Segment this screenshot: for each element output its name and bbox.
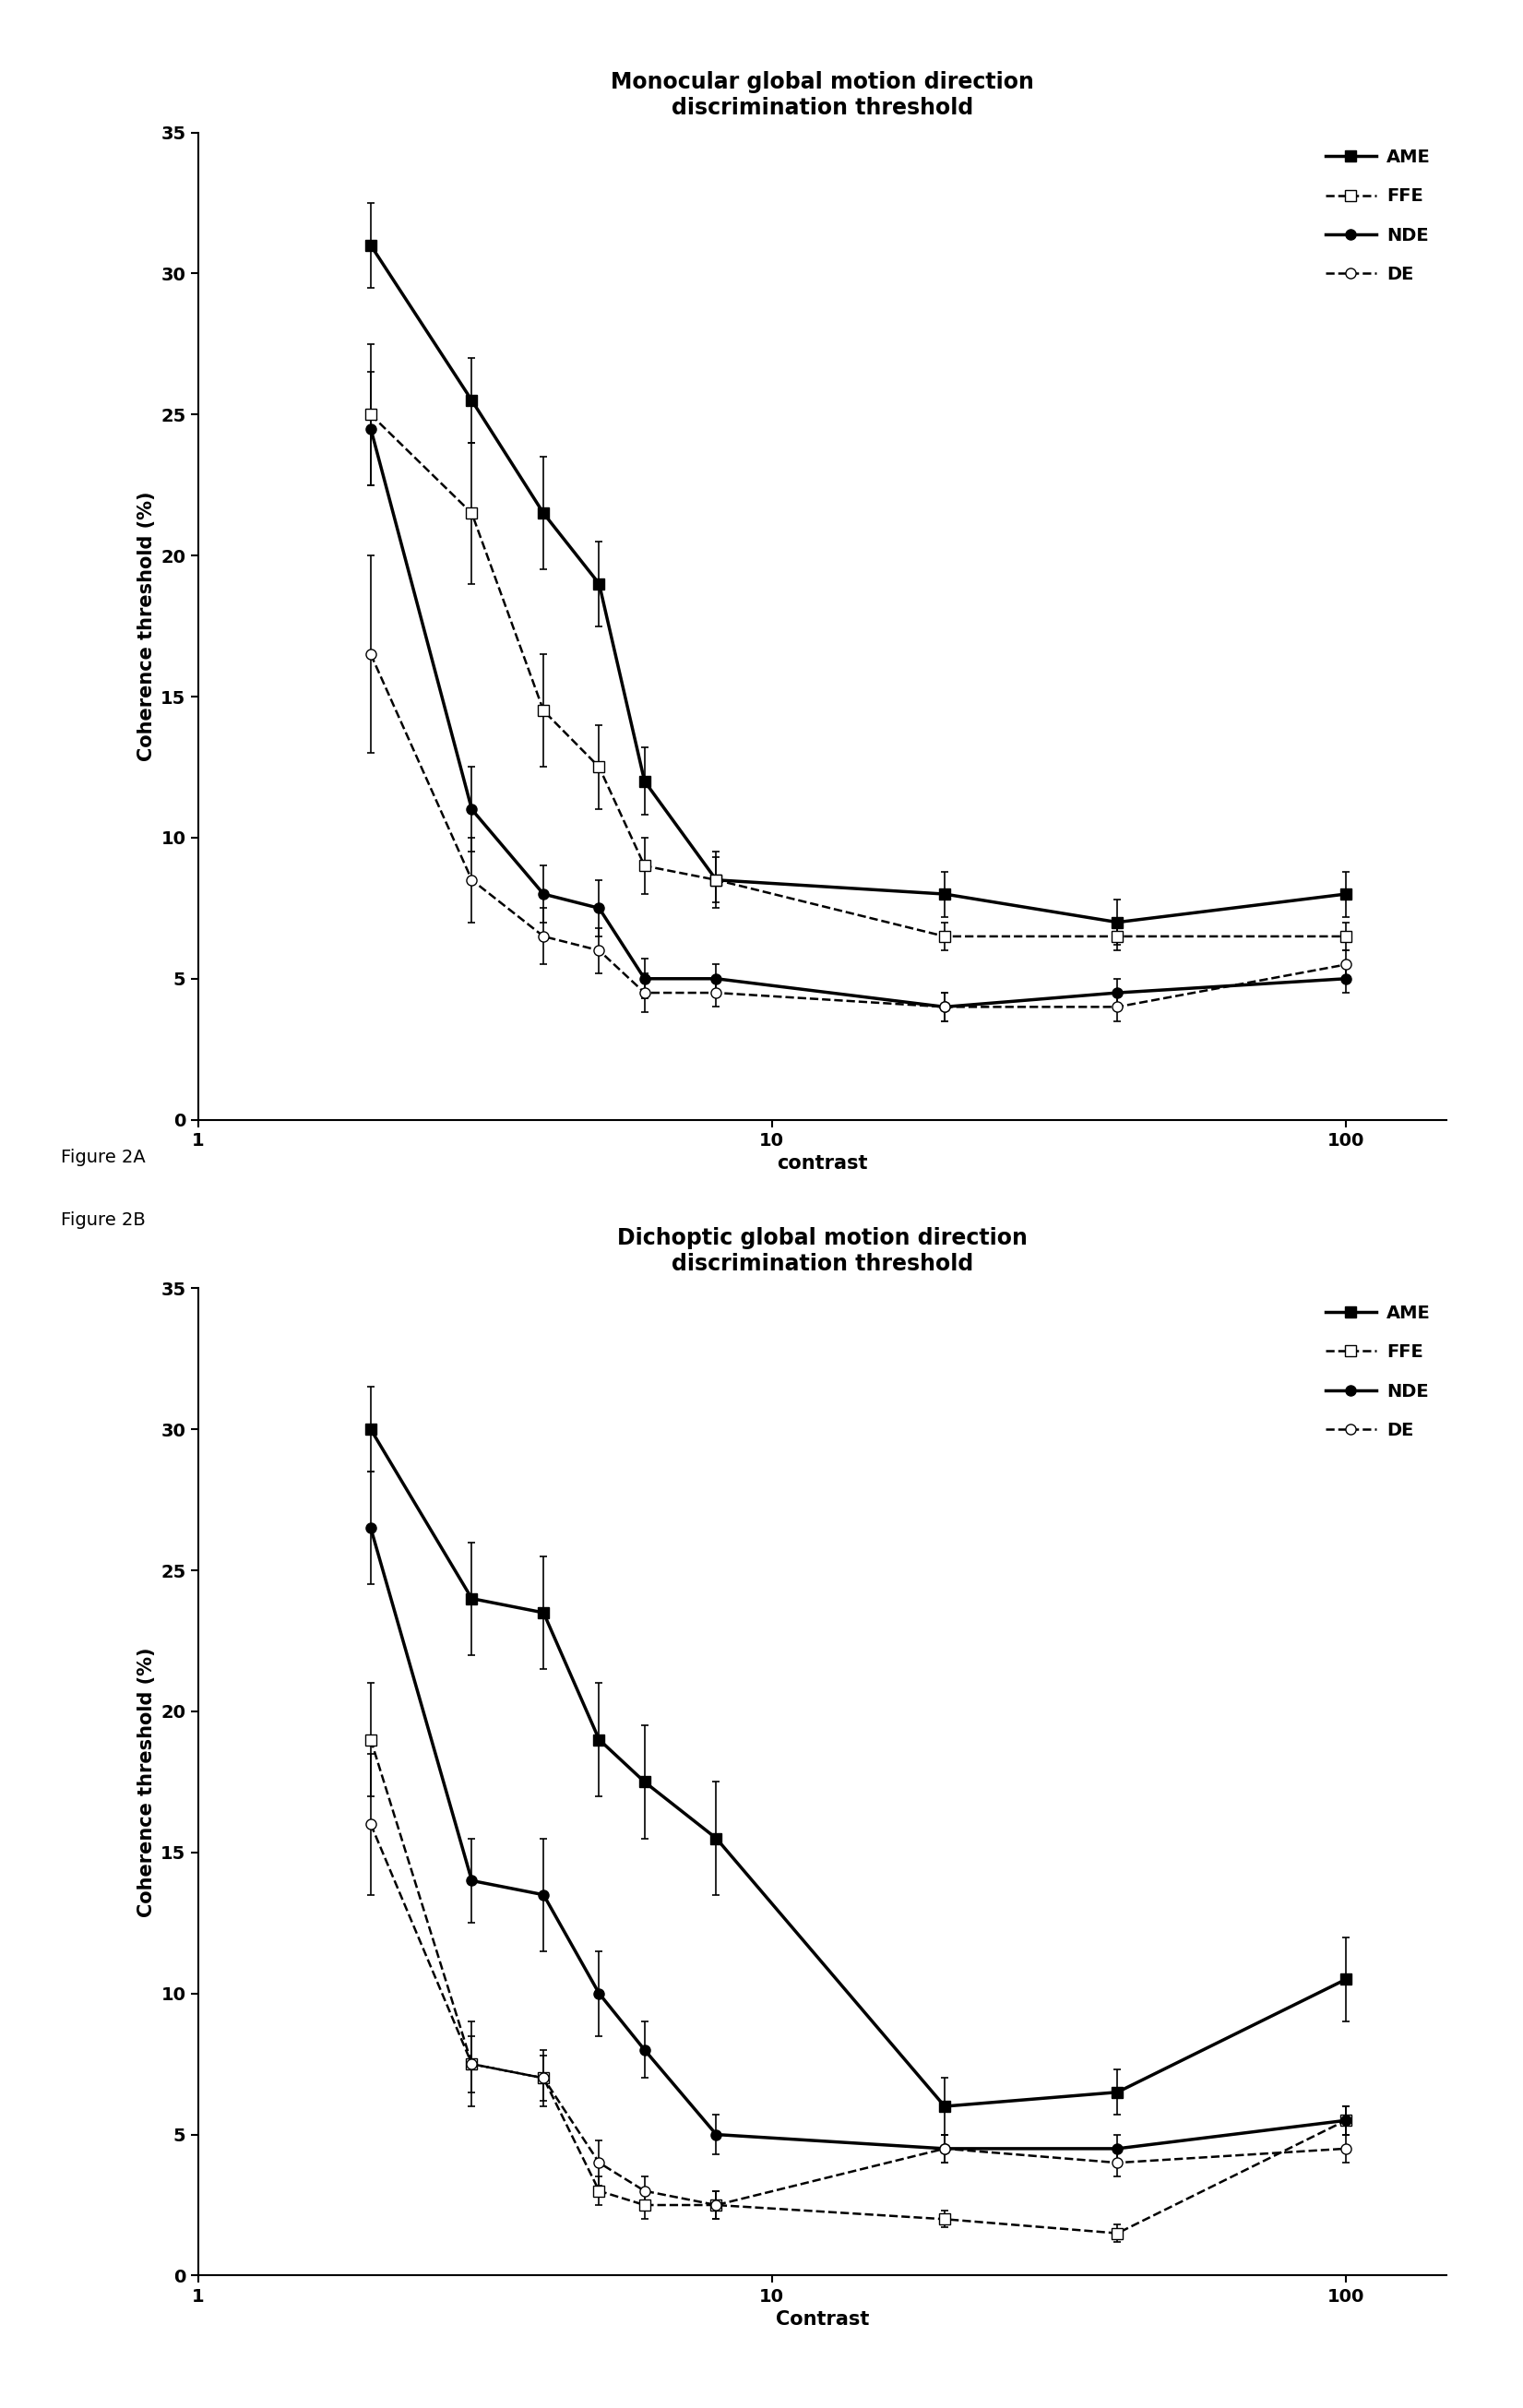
Legend: AME, FFE, NDE, DE: AME, FFE, NDE, DE	[1319, 1298, 1438, 1447]
Text: Figure 2B: Figure 2B	[61, 1211, 146, 1228]
X-axis label: contrast: contrast	[777, 1153, 868, 1173]
Legend: AME, FFE, NDE, DE: AME, FFE, NDE, DE	[1319, 142, 1438, 291]
Title: Monocular global motion direction
discrimination threshold: Monocular global motion direction discri…	[611, 72, 1034, 118]
Y-axis label: Coherence threshold (%): Coherence threshold (%)	[137, 1647, 155, 1917]
Y-axis label: Coherence threshold (%): Coherence threshold (%)	[137, 491, 155, 761]
X-axis label: Contrast: Contrast	[775, 2309, 870, 2329]
Text: Figure 2A: Figure 2A	[61, 1149, 146, 1165]
Title: Dichoptic global motion direction
discrimination threshold: Dichoptic global motion direction discri…	[617, 1228, 1028, 1274]
